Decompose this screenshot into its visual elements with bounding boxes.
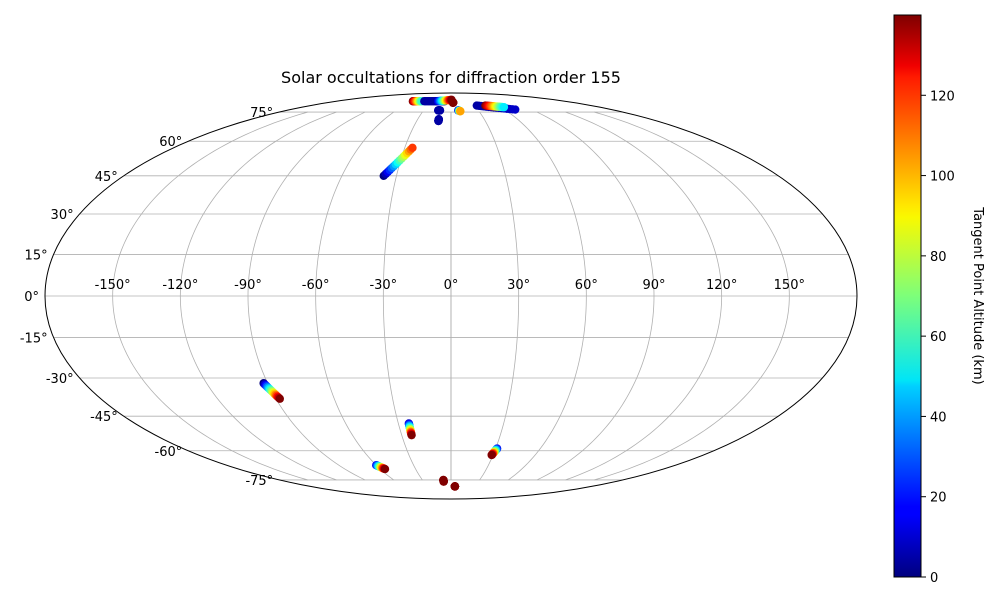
latitude-tick-labels: -75° -60° -45° -30° -15° 0° 15° 30° 45° 60° 75° xyxy=(20,106,273,489)
occultation-point xyxy=(499,102,509,112)
latitude-tick-label: -15° xyxy=(20,332,48,347)
longitude-gridline xyxy=(179,111,337,481)
colorbar-tick-label: 20 xyxy=(930,491,947,506)
longitude-tick-label: 90° xyxy=(642,278,665,293)
longitude-tick-label: 0° xyxy=(444,278,459,293)
chart-title: Solar occultations for diffraction order… xyxy=(281,68,621,87)
occultation-points xyxy=(259,95,520,491)
occultation-point xyxy=(380,464,390,474)
longitude-gridline xyxy=(247,111,366,481)
occultation-point xyxy=(450,482,460,491)
longitude-gridline xyxy=(536,111,655,481)
latitude-tick-label: 45° xyxy=(95,170,118,185)
latitude-tick-label: 75° xyxy=(250,106,273,121)
occultation-point xyxy=(407,430,416,440)
latitude-tick-label: 60° xyxy=(159,135,182,150)
colorbar-tick-label: 80 xyxy=(930,250,947,265)
longitude-tick-label: -30° xyxy=(369,278,397,293)
colorbar-tick-label: 0 xyxy=(930,571,938,586)
occultation-point xyxy=(511,105,520,114)
longitude-tick-label: -120° xyxy=(162,278,198,293)
latitude-tick-label: -45° xyxy=(90,410,118,425)
longitude-gridline xyxy=(594,111,790,481)
colorbar-tick-label: 100 xyxy=(930,170,955,185)
colorbar-ticks: 0 20 40 60 80 100 120 xyxy=(921,89,955,586)
longitude-tick-label: 30° xyxy=(507,278,530,293)
longitude-gridline xyxy=(315,111,394,481)
colorbar xyxy=(893,14,922,578)
longitude-tick-label: 120° xyxy=(706,278,737,293)
colorbar-tick-label: 120 xyxy=(930,89,955,104)
occultation-point xyxy=(435,106,445,115)
latitude-tick-label: -60° xyxy=(155,445,183,460)
longitude-tick-label: -60° xyxy=(302,278,330,293)
longitude-tick-labels: -150° -120° -90° -60° -30° 0° 30° 60° 90° 120° 150… xyxy=(95,278,805,293)
colorbar-tick-label: 60 xyxy=(930,330,947,345)
latitude-tick-label: 30° xyxy=(51,208,74,223)
occultation-point xyxy=(448,98,458,107)
occultation-point xyxy=(487,450,496,460)
longitude-gridline xyxy=(479,111,520,481)
longitude-gridline xyxy=(508,111,587,481)
latitude-tick-label: 15° xyxy=(25,248,48,263)
latitude-tick-label: -75° xyxy=(245,474,273,489)
occultation-point xyxy=(439,477,448,486)
occultation-point xyxy=(456,107,465,116)
longitude-tick-label: -150° xyxy=(95,278,131,293)
longitude-tick-label: 60° xyxy=(575,278,598,293)
longitude-tick-label: -90° xyxy=(234,278,262,293)
longitude-gridline xyxy=(565,111,723,481)
latitude-tick-label: 0° xyxy=(24,290,39,305)
colorbar-label: Tangent Point Altitude (km) xyxy=(970,206,985,384)
map-boundary xyxy=(44,92,858,500)
colorbar-tick-label: 40 xyxy=(930,410,947,425)
occultation-point xyxy=(275,394,284,403)
latitude-tick-label: -30° xyxy=(46,372,74,387)
longitude-tick-label: 150° xyxy=(774,278,805,293)
occultation-point xyxy=(434,114,444,124)
longitude-gridline xyxy=(112,111,308,481)
occultation-point xyxy=(408,143,417,152)
graticule xyxy=(45,111,857,481)
